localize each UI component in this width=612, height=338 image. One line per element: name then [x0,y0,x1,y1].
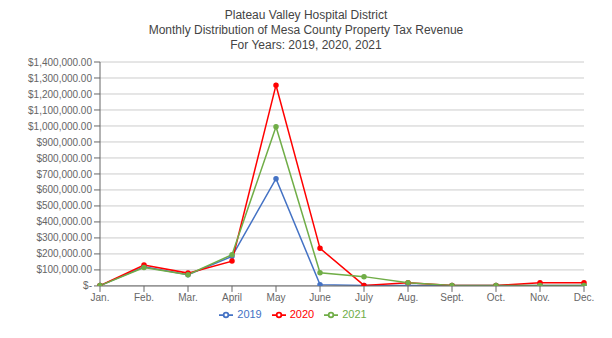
svg-text:$1,000,000.00: $1,000,000.00 [28,121,92,132]
svg-text:$1,100,000.00: $1,100,000.00 [28,105,92,116]
html-text:For Years: 2019, 2020, 2021: For Years: 2019, 2020, 2021 [230,38,382,52]
svg-text:$1,200,000.00: $1,200,000.00 [28,89,92,100]
svg-text:$300,000.00: $300,000.00 [36,232,92,243]
html-text:2019: 2019 [237,307,262,320]
svg-text:Nov.: Nov. [530,292,550,303]
html-text:2020: 2020 [289,307,315,320]
svg-text:$700,000.00: $700,000.00 [36,169,92,180]
svg-text:Oct.: Oct. [487,292,505,303]
svg-text:July: July [355,292,373,303]
html-text:2021: 2021 [342,307,367,320]
svg-text:$900,000.00: $900,000.00 [36,137,92,148]
svg-text:$500,000.00: $500,000.00 [36,200,92,211]
svg-text:Jan.: Jan. [91,292,110,303]
svg-text:$1,300,000.00: $1,300,000.00 [28,73,92,84]
svg-text:$400,000.00: $400,000.00 [36,216,92,227]
svg-text:Aug.: Aug. [398,292,419,303]
svg-text:$100,000.00: $100,000.00 [36,264,92,275]
svg-text:Dec.: Dec. [574,292,595,303]
svg-text:$600,000.00: $600,000.00 [36,184,92,195]
svg-text:May: May [267,292,286,303]
html-text:Monthly Distribution of Mesa C: Monthly Distribution of Mesa County Prop… [148,23,464,37]
html-text:Plateau Valley Hospital Distri: Plateau Valley Hospital District [224,8,388,22]
svg-text:Sept.: Sept. [440,292,463,303]
svg-text:$200,000.00: $200,000.00 [36,248,92,259]
svg-text:June: June [309,292,331,303]
svg-text:Feb.: Feb. [134,292,154,303]
svg-text:$1,400,000.00: $1,400,000.00 [28,57,92,68]
svg-text:$800,000.00: $800,000.00 [36,153,92,164]
svg-text:Mar.: Mar. [178,292,197,303]
svg-text:April: April [222,292,242,303]
svg-text:$-: $- [83,280,92,291]
